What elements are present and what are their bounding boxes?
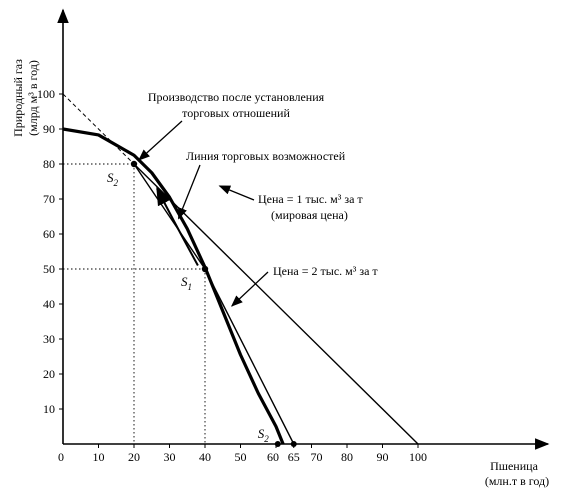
y-tick-label-100: 100: [37, 87, 55, 101]
x-tick-label-50: 50: [235, 450, 247, 464]
guide-lines: [62, 93, 206, 444]
annotation-trade-line: Линия торговых возможностей: [186, 149, 346, 163]
annotation-trade-arrow: [177, 164, 201, 220]
y-tick-label-90: 90: [43, 122, 55, 136]
label-S2-top: S2: [107, 170, 119, 188]
y-axis-units: (млрд м³ в год): [26, 60, 40, 136]
y-tick-label-10: 10: [43, 402, 55, 416]
x-axis-units: (млн.т в год): [485, 474, 549, 488]
label-S2-bottom: S2: [258, 426, 270, 444]
ppf-curve: [62, 127, 285, 445]
world-price-extension: [62, 93, 135, 165]
labels: S2 S1 S2 Производство после установления тор…: [11, 59, 549, 488]
annotation-price1-sub: (мировая цена): [271, 208, 348, 222]
label-S1: S1: [181, 274, 192, 292]
ticks: 10 20 30 40 50 60 70 80 90 100 0 10 20 30 40 50 60 65 70 80…: [37, 87, 427, 464]
axes: [57, 8, 550, 450]
y-axis-title: Природный газ: [11, 59, 25, 137]
x-tick-label-20: 20: [128, 450, 140, 464]
y-tick-label-20: 20: [43, 367, 55, 381]
y-tick-label-80: 80: [43, 157, 55, 171]
movement-arrow: [156, 186, 199, 266]
x-tick-label-80: 80: [341, 450, 353, 464]
y-tick-label-50: 50: [43, 262, 55, 276]
x-tick-label-0: 0: [58, 450, 64, 464]
y-tick-label-40: 40: [43, 297, 55, 311]
annotation-price1: Цена = 1 тыс. м³ за т: [258, 192, 363, 206]
x-axis-title: Пшеница: [490, 459, 538, 473]
annotation-price2: Цена = 2 тыс. м³ за т: [273, 264, 378, 278]
x-tick-label-60: 60: [267, 450, 279, 464]
series-lines: [62, 127, 419, 447]
annotation-production-line1: Производство после установления: [148, 90, 325, 104]
x-tick-label-70: 70: [311, 450, 323, 464]
world-price-line: [133, 163, 419, 445]
y-tick-label-70: 70: [43, 192, 55, 206]
y-tick-label-60: 60: [43, 227, 55, 241]
x-tick-label-90: 90: [377, 450, 389, 464]
point-S2-0: [130, 160, 138, 168]
annotation-price1-arrow: [218, 185, 255, 201]
x-tick-label-65: 65: [288, 450, 300, 464]
x-tick-label-30: 30: [164, 450, 176, 464]
annotation-price2-arrow: [230, 271, 269, 307]
x-tick-label-100: 100: [409, 450, 427, 464]
point-S1-1: [201, 265, 209, 273]
x-tick-label-40: 40: [199, 450, 211, 464]
y-tick-label-30: 30: [43, 332, 55, 346]
domestic-price-line: [133, 163, 295, 445]
annotation-production-arrow: [138, 120, 183, 161]
annotation-production-line2: торговых отношений: [182, 106, 290, 120]
x-tick-label-10: 10: [93, 450, 105, 464]
